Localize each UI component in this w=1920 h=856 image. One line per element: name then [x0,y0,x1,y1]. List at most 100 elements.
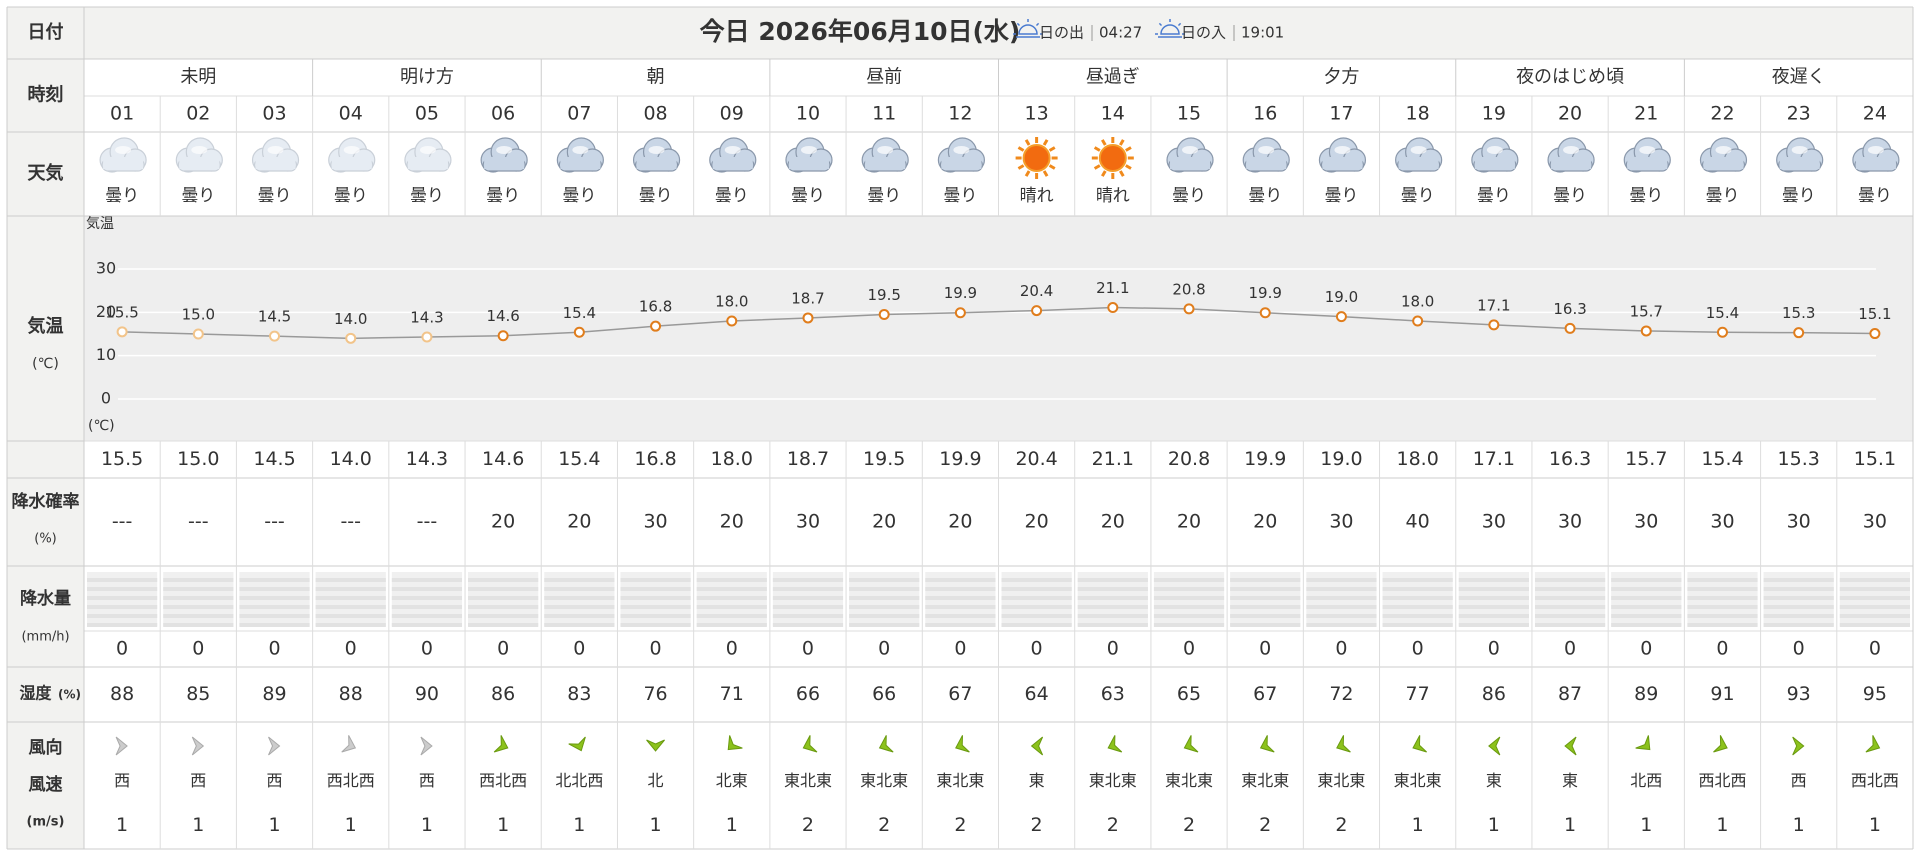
cloud-shine [267,146,284,154]
precip-amount: 0 [345,638,357,660]
sun-icon [1160,24,1180,35]
humidity: 72 [1329,683,1353,705]
amount-stripe [620,596,691,600]
humidity: 85 [186,683,210,705]
precip-prob: --- [188,511,209,533]
amount-stripe [1763,605,1834,609]
precip-amount: 0 [1640,638,1652,660]
weather-label: 晴れ [1020,186,1054,206]
temperature-cell: 15.7 [1625,448,1667,470]
amount-stripe [1534,578,1606,582]
precip-amount: 0 [954,638,966,660]
temperature-cell: 19.9 [939,448,981,470]
amount-stripe [544,578,615,582]
sun-ray [1101,139,1107,146]
temperature-data-label: 19.9 [1249,284,1282,302]
amount-stripe [1077,623,1148,627]
amount-stripe [163,614,234,618]
wind-arrow [1713,735,1728,753]
hour-label: 04 [339,103,363,125]
cloud-shine [648,146,665,154]
amount-stripe [696,587,767,591]
cloud-shine [1715,146,1732,154]
amount-stripe [925,596,996,600]
cloud-shine [572,146,589,154]
cloud-fill [103,157,144,169]
wind-arrow-shape [1107,735,1123,753]
page-title: 今日 2026年06月10日(水) [700,17,1021,46]
y-tick-label: 20 [96,302,116,321]
wind-speed: 1 [650,814,662,836]
temperature-cell: 18.0 [1396,448,1438,470]
temperature-data-label: 20.4 [1020,282,1053,300]
wind-arrow [115,736,128,756]
hour-label: 10 [796,103,820,125]
amount-stripe [544,614,615,618]
temperature-point [802,312,814,324]
sun-ray [1024,170,1031,177]
amount-stripe [1077,578,1148,582]
wind-arrow [1792,736,1805,756]
hour-label: 11 [872,103,896,125]
cloud-shine [1258,146,1275,154]
cloud-puff [175,147,201,173]
humidity: 90 [415,683,439,705]
amount-stripe [1001,623,1072,627]
temperature-point [192,328,204,340]
temperature-point [1793,327,1805,339]
cloud-fill [1551,157,1592,169]
temperature-point [1412,315,1424,327]
weather-label: 曇り [1705,186,1739,206]
precip-amount: 0 [1793,638,1805,660]
precip-prob: 20 [491,511,515,533]
sun-ray [1048,164,1056,170]
wind-dir: 西 [190,771,206,790]
temperature-data-label: 15.0 [182,305,215,323]
cloud-fill [1398,157,1439,169]
wind-arrow [1488,736,1501,756]
row-label: 降水量 [20,588,71,609]
wind-arrow [1635,735,1651,751]
precip-amount: 0 [1564,638,1576,660]
amount-stripe [1230,623,1301,627]
humidity: 88 [339,683,363,705]
precip-amount: 0 [573,638,585,660]
wind-speed: 1 [1716,814,1728,836]
amount-stripe [163,605,234,609]
sun-ray [1024,139,1031,146]
temperature-point [1488,319,1500,331]
cloud-puff [123,148,147,172]
amount-stripe [1458,623,1529,627]
amount-stripe [1763,596,1834,600]
weather-label: 曇り [181,186,215,206]
row-label: 天気 [28,162,64,184]
humidity: 89 [1634,683,1658,705]
wind-dir: 東 [1486,771,1502,790]
precip-prob: 30 [1329,511,1353,533]
amount-stripe [1382,614,1453,618]
sun-disc [1022,144,1051,172]
temperature-point [1716,326,1728,338]
header-bg [7,7,1913,59]
precip-amount: 0 [1869,638,1881,660]
amount-stripe [696,605,767,609]
cloud-shine [1791,146,1808,154]
wind-dir: 西 [1791,771,1807,790]
precip-amount: 0 [1488,638,1500,660]
amount-stripe [1458,614,1529,618]
wind-arrow-shape [1030,736,1044,756]
precip-prob: 20 [567,511,591,533]
humidity: 76 [643,683,667,705]
sunrise-time: 04:27 [1099,24,1142,42]
sun-ray [1177,22,1182,27]
cloud-puff [199,148,223,172]
precip-prob: 30 [1787,511,1811,533]
temperature-point [1640,325,1652,337]
precip-amount: 0 [802,638,814,660]
precip-prob: 30 [796,511,820,533]
amount-stripe [391,578,463,582]
cloud-shine [1563,146,1580,154]
row-label: 時刻 [28,85,64,106]
amount-stripe [163,623,234,627]
